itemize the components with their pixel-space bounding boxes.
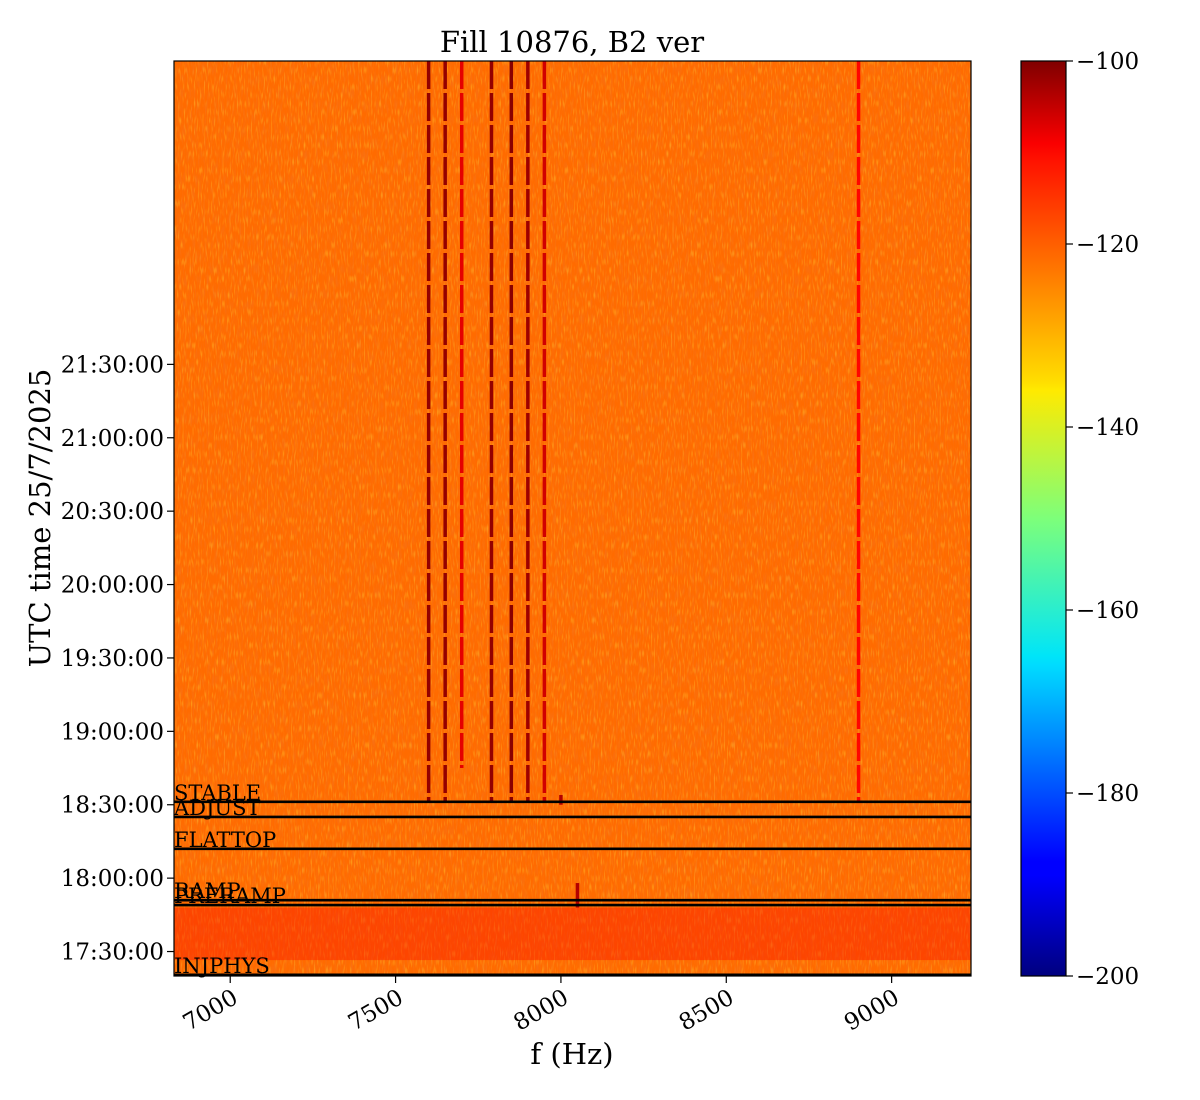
colorbar-tick-label: −140 [1076, 415, 1139, 441]
x-tick-label: 7000 [179, 985, 243, 1037]
x-axis: 7000 7500 8000 8500 9000 [179, 976, 904, 1036]
x-axis-title: f (Hz) [530, 1037, 613, 1071]
y-tick-label: 21:30:00 [61, 352, 164, 378]
y-tick-label: 17:30:00 [61, 940, 164, 966]
y-tick-label: 18:30:00 [61, 793, 164, 819]
x-tick-label: 7500 [344, 985, 408, 1037]
y-tick-label: 20:30:00 [61, 499, 164, 525]
x-tick-label: 8000 [509, 985, 573, 1037]
colorbar-tick-label: −120 [1076, 232, 1139, 258]
plot-area [174, 61, 971, 976]
phase-label: STABLE [174, 781, 261, 805]
y-axis: 17:30:00 18:00:00 18:30:00 19:00:00 19:30:00… [61, 352, 174, 966]
y-tick-label: 20:00:00 [61, 573, 164, 599]
phase-label: INJPHYS [174, 954, 270, 978]
colorbar [1020, 60, 1067, 977]
x-tick-label: 8500 [675, 985, 739, 1037]
colorbar-tick-label: −200 [1076, 964, 1139, 990]
heatmap-noise-highlights [174, 61, 971, 976]
colorbar-tick-label: −160 [1076, 598, 1139, 624]
heatmap-ramp-band [174, 907, 971, 961]
y-tick-label: 19:00:00 [61, 719, 164, 745]
colorbar-axis: −100 −120 −140 −160 −180 −200 [1066, 49, 1139, 990]
heatmap-regions [174, 907, 971, 976]
y-tick-label: 21:00:00 [61, 426, 164, 452]
x-tick-label: 9000 [840, 985, 904, 1037]
y-tick-label: 19:30:00 [61, 646, 164, 672]
spectral-lines [426, 61, 861, 908]
chart-title: Fill 10876, B2 ver [440, 25, 704, 59]
colorbar-tick-label: −100 [1076, 49, 1139, 75]
phase-label: RAMP [174, 879, 241, 903]
phase-label: FLATTOP [174, 828, 276, 852]
y-axis-title: UTC time 25/7/2025 [23, 369, 57, 668]
colorbar-tick-label: −180 [1076, 781, 1139, 807]
y-tick-label: 18:00:00 [61, 866, 164, 892]
phase-label: PRERAMP [174, 884, 286, 908]
phase-label: ADJUST [173, 796, 261, 820]
